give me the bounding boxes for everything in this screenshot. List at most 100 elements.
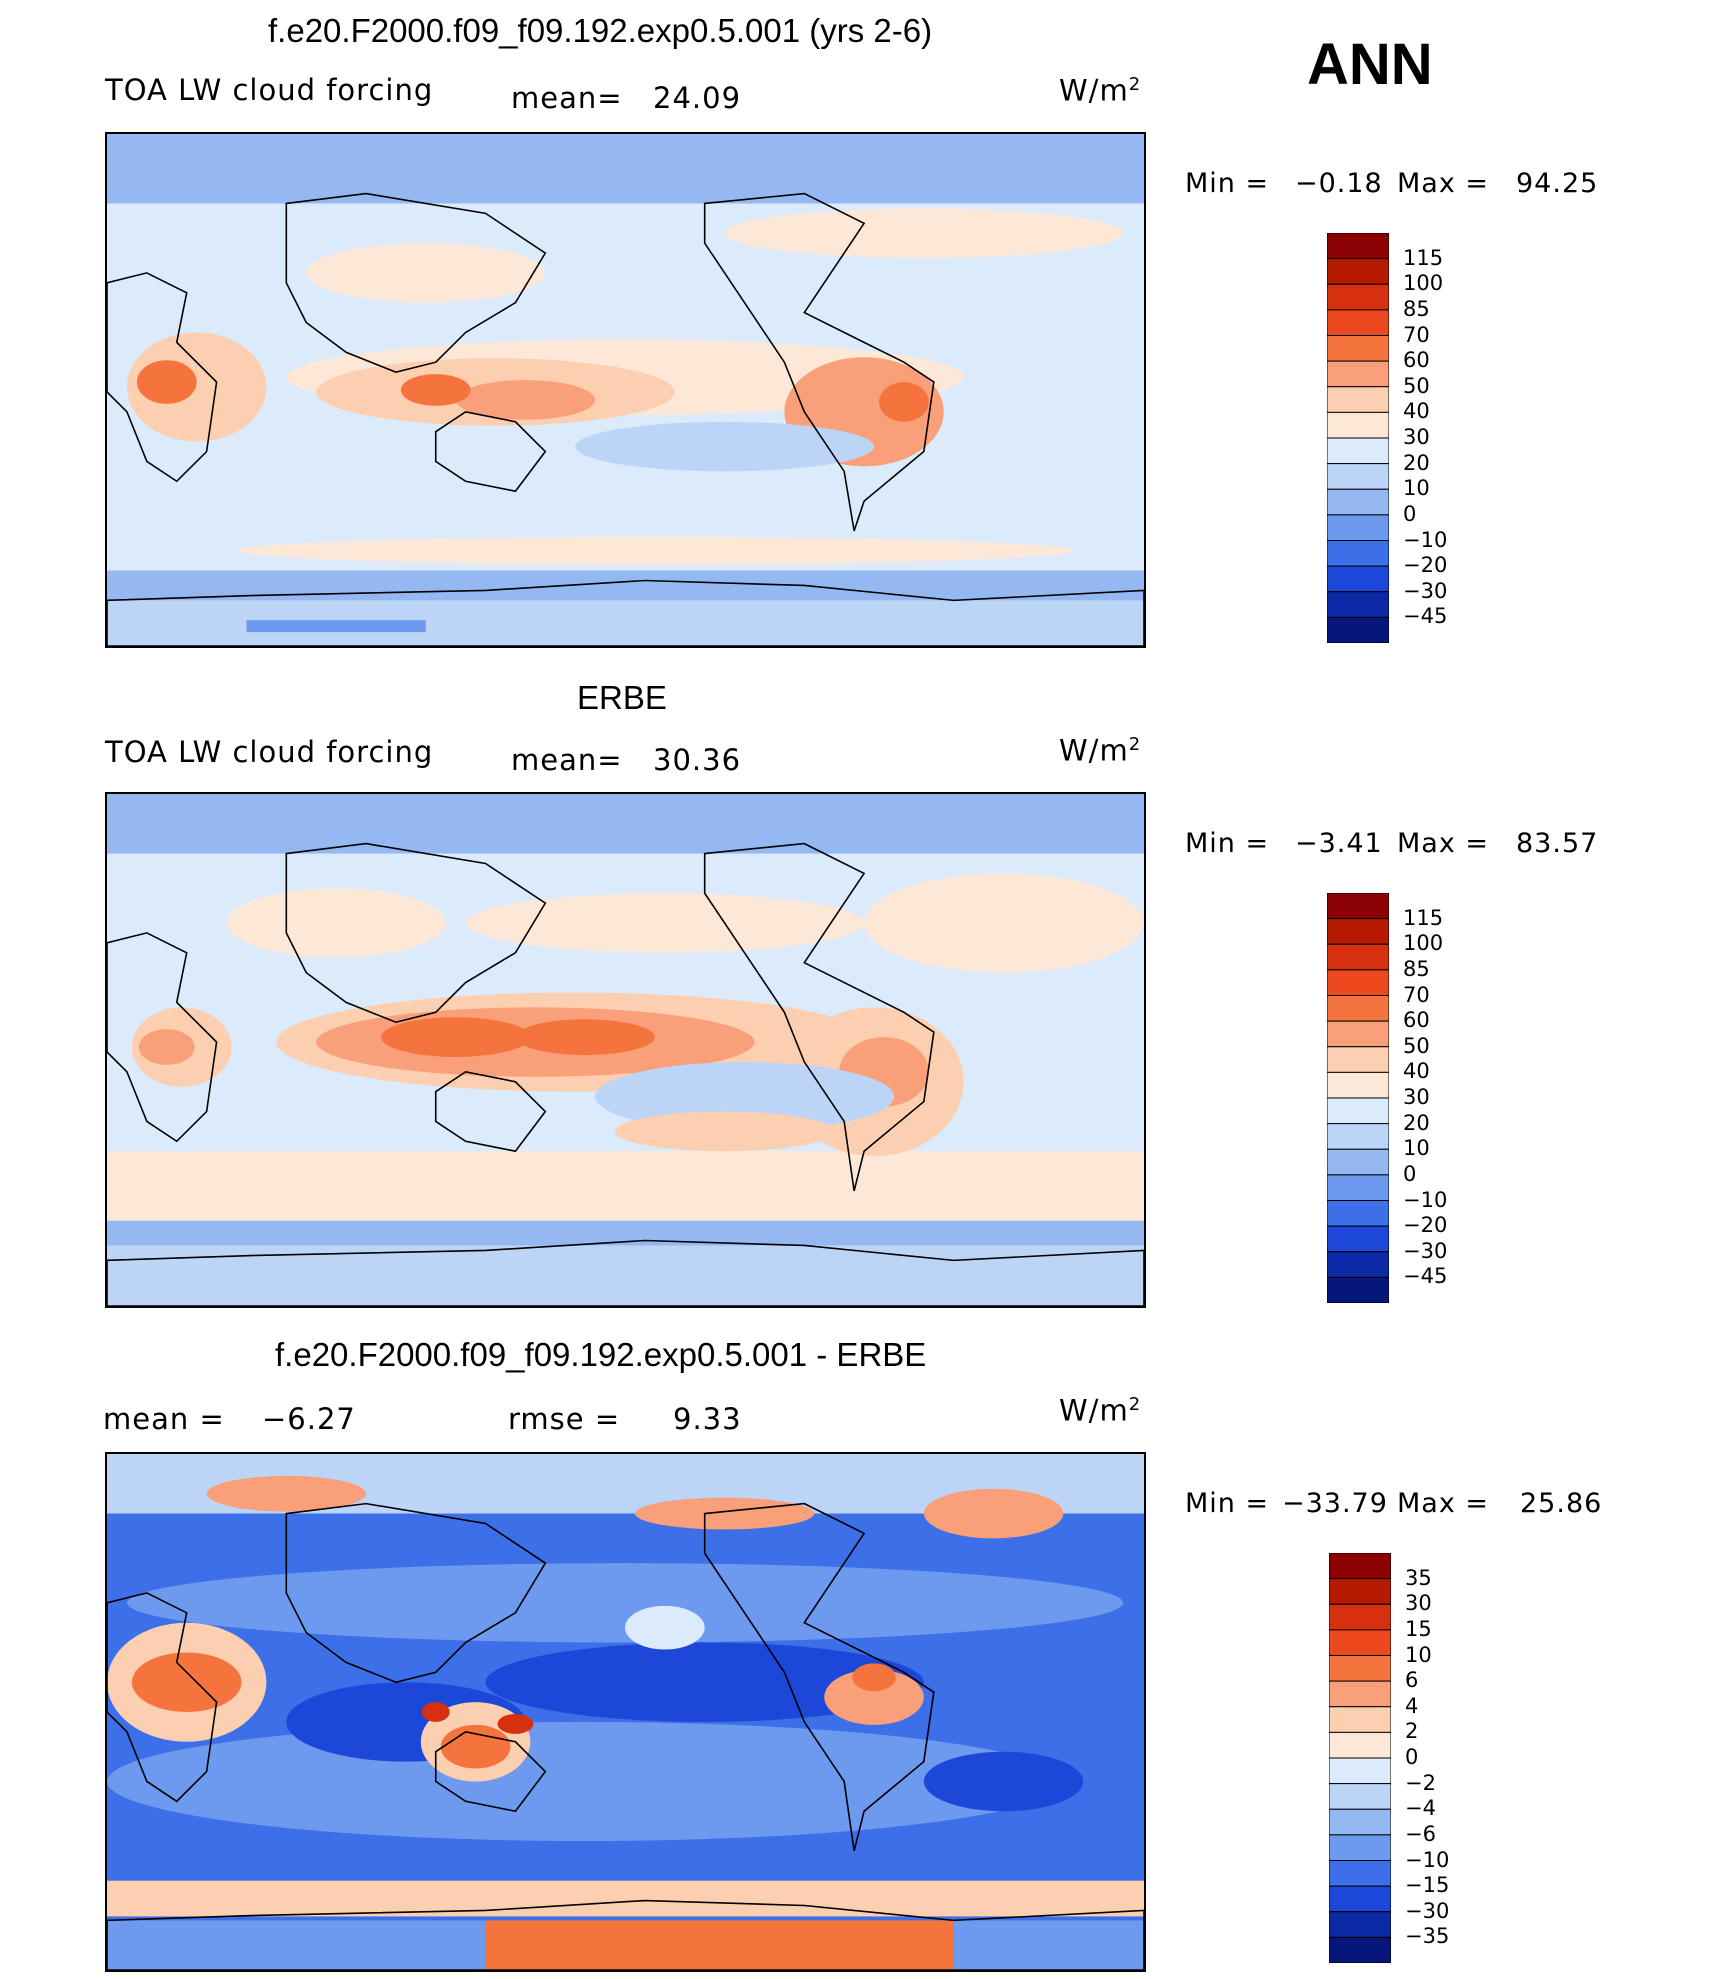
cb2-tick: 6 [1405,1668,1419,1693]
panel3-min-label: Min = [1185,1488,1270,1519]
colorbar-cell [1327,893,1389,920]
panel3-units-exp: 2 [1128,1394,1142,1415]
panel1-min-label: Min = [1185,168,1270,199]
colorbar-cell [1327,540,1389,567]
cb0-tick: 40 [1403,399,1430,424]
cb0-tick: 115 [1403,245,1444,270]
panel2-map [105,792,1146,1308]
panel1-variable-label: TOA LW cloud forcing [105,73,434,107]
cb0-tick: 85 [1403,296,1430,321]
cb2-tick: −10 [1405,1847,1450,1872]
colorbar-cell [1329,1578,1391,1605]
cb1-tick: 10 [1403,1136,1430,1161]
colorbar-cell [1327,309,1389,336]
colorbar-cell [1329,1706,1391,1733]
colorbar-cell [1327,943,1389,971]
cb0-tick: −45 [1403,604,1448,629]
cb1-tick: 20 [1403,1110,1430,1135]
colorbar-cell [1329,1885,1391,1913]
colorbar-cell [1327,411,1389,439]
cb1-tick: 40 [1403,1059,1430,1084]
colorbar-cell [1327,1097,1389,1125]
panel2-mean-value: 30.36 [653,743,742,777]
cb1-tick: 115 [1403,905,1444,930]
colorbar-cell [1329,1680,1391,1708]
cb0-tick: 100 [1403,271,1444,296]
colorbar-cell [1329,1808,1391,1836]
panel1-units-base: W/m [1059,73,1129,108]
colorbar-cell [1327,1046,1389,1073]
colorbar-cell [1327,463,1389,490]
colorbar-cell [1327,437,1389,465]
cb1-tick: −20 [1403,1213,1448,1238]
panel1-title: f.e20.F2000.f09_f09.192.exp0.5.001 (yrs … [268,12,933,49]
cb2-tick: −2 [1405,1770,1436,1795]
cb0-tick: −30 [1403,578,1448,603]
colorbar-cell [1327,258,1389,285]
cb1-tick: 0 [1403,1161,1417,1186]
cb2-tick: 4 [1405,1693,1419,1718]
panel2-title: ERBE [577,679,667,716]
cb1-tick: 30 [1403,1085,1430,1109]
panel3-max-label: Max = [1397,1488,1490,1519]
cb1-tick: 100 [1403,931,1444,956]
colorbar-cell [1329,1553,1391,1580]
colorbar-cell [1327,969,1389,996]
cb2-tick: 0 [1405,1745,1419,1769]
cb0-tick: 10 [1403,476,1430,501]
panel3-rmse-label: rmse = [508,1402,621,1436]
panel2-units: W/m2 [1059,736,1141,766]
colorbar-cell [1329,1911,1391,1938]
colorbar-cell [1327,386,1389,413]
cb0-tick: 20 [1403,450,1430,475]
colorbar-cell [1329,1783,1391,1810]
season-label: ANN [1307,32,1433,97]
cb2-tick: 2 [1405,1719,1419,1744]
cb0-tick: 0 [1403,501,1417,526]
panel2-mean-label: mean= [511,743,623,777]
colorbar-cell [1327,565,1389,593]
colorbar-cell [1329,1731,1391,1759]
cb0-tick: −10 [1403,527,1448,552]
panel1-min-value: −0.18 [1295,168,1383,199]
cb1-tick: −30 [1403,1238,1448,1263]
panel1-colorbar [1327,233,1389,643]
colorbar-cell [1327,488,1389,516]
colorbar-cell [1327,918,1389,945]
panel2-min-label: Min = [1185,828,1270,859]
cb2-tick: −4 [1405,1796,1436,1821]
panel2-units-exp: 2 [1128,734,1142,755]
cb0-tick: 70 [1403,322,1430,347]
cb2-tick: 10 [1405,1642,1432,1667]
panel2-colorbar [1327,893,1389,1303]
panel3-max-value: 25.86 [1520,1488,1603,1519]
colorbar-cell [1327,1148,1389,1176]
panel1-max-label: Max = [1397,168,1490,199]
cb2-tick: −30 [1405,1898,1450,1923]
colorbar-cell [1327,1251,1389,1278]
colorbar-cell [1327,335,1389,362]
colorbar-cell [1327,1071,1389,1099]
panel1-units-exp: 2 [1128,74,1142,95]
cb1-tick: −45 [1403,1264,1448,1289]
colorbar-cell [1327,514,1389,541]
panel1-mean-value: 24.09 [653,81,742,115]
cb2-tick: 30 [1405,1591,1432,1616]
panel3-map [105,1452,1146,1972]
colorbar-cell [1329,1834,1391,1861]
colorbar-cell [1327,1200,1389,1227]
panel1-mean-label: mean= [511,81,623,115]
cb1-tick: 50 [1403,1033,1430,1058]
panel2-min-value: −3.41 [1295,828,1383,859]
cb2-tick: −15 [1405,1873,1450,1898]
cb0-tick: 60 [1403,348,1430,373]
cb0-tick: −20 [1403,553,1448,578]
panel2-units-base: W/m [1059,733,1129,768]
colorbar-cell [1327,616,1389,643]
colorbar-cell [1327,995,1389,1022]
colorbar-cell [1329,1936,1391,1963]
colorbar-cell [1329,1629,1391,1656]
colorbar-cell [1327,1123,1389,1150]
colorbar-cell [1327,1020,1389,1048]
colorbar-cell [1327,1276,1389,1303]
